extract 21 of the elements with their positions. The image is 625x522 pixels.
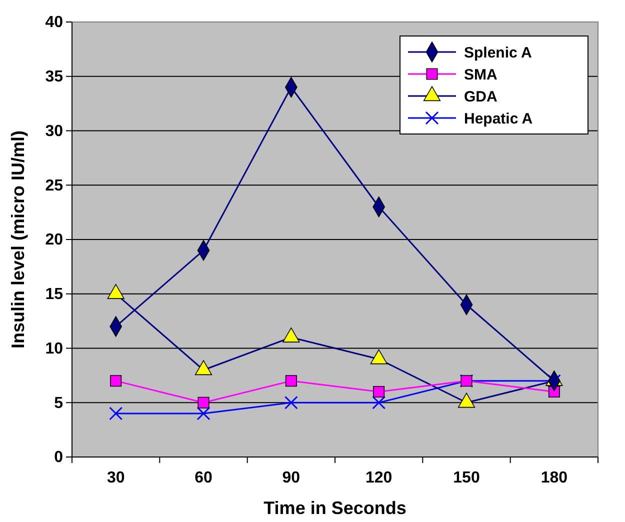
y-tick-label: 30 xyxy=(45,122,64,140)
x-tick-label: 180 xyxy=(540,469,568,486)
y-tick-label: 5 xyxy=(54,394,64,412)
x-tick-label: 150 xyxy=(453,469,480,486)
y-tick-label: 10 xyxy=(45,340,64,358)
legend-label: Splenic A xyxy=(464,44,532,62)
x-tick-label: 60 xyxy=(194,469,212,486)
y-tick-label: 15 xyxy=(45,286,64,303)
legend-label: SMA xyxy=(464,66,498,84)
y-tick-label: 20 xyxy=(45,232,64,249)
x-tick-label: 120 xyxy=(365,469,392,486)
legend-label: GDA xyxy=(464,88,498,106)
y-tick-label: 0 xyxy=(54,449,64,466)
y-tick-label: 35 xyxy=(45,68,64,86)
x-axis-title: Time in Seconds xyxy=(264,498,406,518)
legend-label: Hepatic A xyxy=(464,110,533,128)
y-tick-label: 40 xyxy=(45,14,64,32)
y-tick-label: 25 xyxy=(45,177,64,194)
x-tick-label: 30 xyxy=(106,469,125,486)
x-tick-label: 90 xyxy=(282,469,300,486)
y-axis-title: Insulin level (micro IU/ml) xyxy=(8,130,28,349)
